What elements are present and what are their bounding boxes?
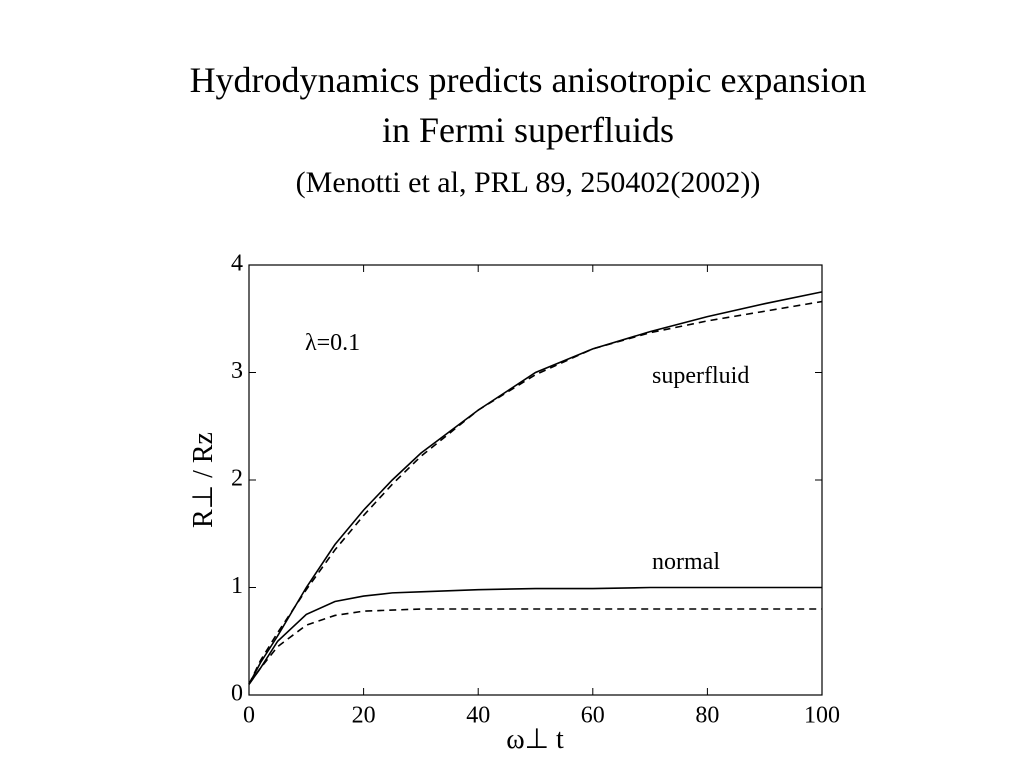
y-tick-label: 3 (231, 358, 243, 384)
x-tick-label: 40 (466, 703, 490, 729)
title-line: Hydrodynamics predicts anisotropic expan… (190, 60, 867, 100)
subtitle: (Menotti et al, PRL 89, 250402(2002)) (296, 166, 761, 199)
title-line: in Fermi superfluids (382, 110, 674, 150)
x-axis-label: ω⊥ t (506, 724, 564, 755)
y-tick-label: 2 (231, 466, 243, 492)
x-tick-label: 60 (581, 703, 605, 729)
data-line (248, 300, 823, 685)
annotation: superfluid (652, 363, 749, 389)
y-tick-label: 0 (231, 681, 243, 707)
x-tick-label: 100 (804, 703, 840, 729)
data-line (248, 608, 822, 685)
x-tick-label: 0 (243, 703, 255, 729)
x-tick-label: 20 (352, 703, 376, 729)
annotation: λ=0.1 (305, 330, 360, 356)
data-line (248, 586, 822, 685)
y-tick-label: 1 (231, 573, 243, 599)
x-tick-label: 80 (695, 703, 719, 729)
y-tick-label: 4 (231, 251, 243, 277)
annotation: normal (652, 549, 720, 575)
y-axis-label: R⊥ / Rz (188, 432, 219, 528)
